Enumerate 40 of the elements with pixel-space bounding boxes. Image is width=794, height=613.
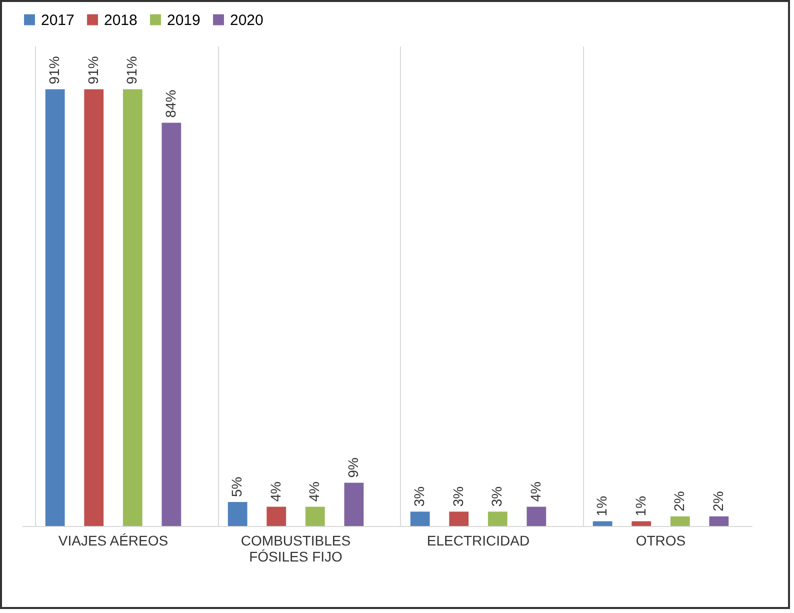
bar xyxy=(344,482,364,526)
data-label: 84% xyxy=(162,90,178,118)
legend-label: 2018 xyxy=(104,12,138,29)
bar xyxy=(709,516,729,526)
legend-label: 2017 xyxy=(41,12,74,29)
data-label: 91% xyxy=(124,56,140,84)
bar xyxy=(266,506,286,526)
data-label: 4% xyxy=(267,482,284,502)
x-tick-label: VIAJES AÉREOS xyxy=(58,532,168,548)
bar xyxy=(45,89,65,526)
data-label: 2% xyxy=(671,491,688,512)
data-label: 4% xyxy=(527,482,544,502)
data-label: 9% xyxy=(344,458,361,478)
bar xyxy=(592,521,612,526)
bar xyxy=(670,516,690,526)
bar xyxy=(632,521,652,526)
bar xyxy=(84,89,104,526)
bar xyxy=(526,506,546,526)
data-label: 91% xyxy=(46,56,62,84)
x-tick-label: COMBUSTIBLES FÓSILES FIJO xyxy=(240,532,351,564)
data-label: 1% xyxy=(594,496,610,516)
legend-label: 2019 xyxy=(167,12,200,29)
legend-label: 2020 xyxy=(230,12,264,29)
bar xyxy=(488,512,508,526)
data-label: 2% xyxy=(710,491,726,512)
bar xyxy=(122,89,142,526)
data-label: 91% xyxy=(84,56,101,84)
bar xyxy=(162,122,182,526)
x-tick-label: OTROS xyxy=(636,532,686,548)
x-tick-label: ELECTRICIDAD xyxy=(426,532,530,548)
bar xyxy=(305,506,325,526)
data-label: 4% xyxy=(306,482,322,502)
data-label: 5% xyxy=(228,476,245,497)
data-label: 3% xyxy=(411,486,428,507)
data-label: 3% xyxy=(488,486,505,507)
data-label: 1% xyxy=(632,496,648,516)
bar xyxy=(228,502,248,526)
bar xyxy=(410,512,430,526)
bar xyxy=(449,512,469,526)
data-label: 3% xyxy=(450,486,466,507)
